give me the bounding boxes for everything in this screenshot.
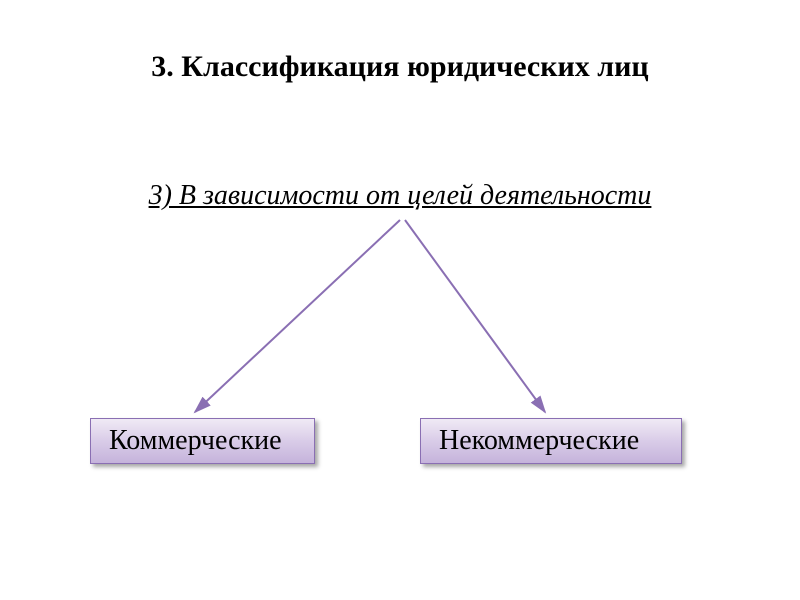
node-noncommercial: Некоммерческие: [420, 418, 682, 464]
arrow-left: [195, 220, 400, 412]
arrows-container: [0, 0, 800, 600]
arrow-right: [405, 220, 545, 412]
page-title: 3. Классификация юридических лиц: [0, 50, 800, 84]
node-commercial: Коммерческие: [90, 418, 315, 464]
subtitle: 3) В зависимости от целей деятельности: [0, 180, 800, 212]
